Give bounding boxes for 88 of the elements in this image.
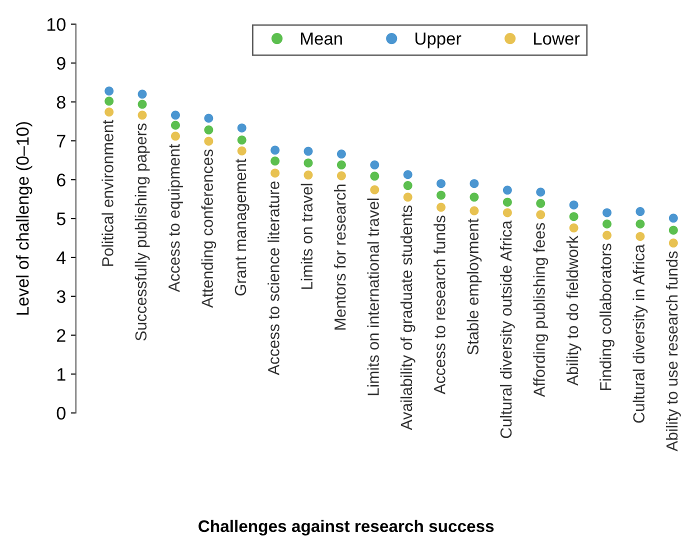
- legend-label: Upper: [416, 32, 462, 48]
- point: [668, 214, 678, 223]
- y-tick-label: 6: [57, 174, 66, 186]
- point: [436, 190, 446, 200]
- y-tick-label: 8: [56, 96, 66, 109]
- point: [470, 192, 479, 202]
- point: [304, 158, 313, 168]
- point: [502, 208, 512, 218]
- point: [602, 208, 612, 218]
- point: [204, 114, 214, 123]
- point: [502, 198, 512, 207]
- x-tick-label: Cultural diversity outside Africa: [500, 220, 515, 438]
- point: [304, 146, 313, 156]
- y-tick-label: 4: [56, 252, 66, 264]
- point: [636, 220, 645, 228]
- point: [436, 179, 446, 188]
- point: [470, 206, 479, 216]
- point: [536, 188, 546, 197]
- x-tick-label: Attending conferences: [201, 150, 216, 308]
- point: [270, 146, 280, 155]
- y-tick-label: 9: [56, 56, 66, 70]
- point: [138, 110, 147, 120]
- y-tick-label: 3: [56, 290, 66, 304]
- x-tick-label: Grant management: [234, 158, 250, 296]
- point: [602, 230, 612, 240]
- point: [104, 108, 114, 117]
- point: [403, 192, 412, 202]
- x-tick-label: Affording publishing fees: [533, 223, 548, 398]
- y-tick-label: 7: [57, 134, 66, 148]
- point: [502, 186, 512, 195]
- point: [668, 238, 678, 248]
- point: [237, 136, 246, 145]
- y-tick-label: 1: [58, 368, 66, 381]
- point: [636, 207, 645, 216]
- point: [569, 223, 578, 232]
- y-tick-label: 10: [47, 18, 66, 31]
- point: [403, 181, 412, 190]
- point: [536, 198, 546, 208]
- point: [336, 171, 346, 180]
- point: [536, 210, 546, 220]
- point: [270, 156, 280, 166]
- point: [370, 172, 380, 181]
- legend-label: Mean: [301, 32, 342, 45]
- point: [104, 96, 114, 106]
- x-tick-label: Finding collaborators: [600, 244, 614, 390]
- point: [170, 120, 180, 130]
- x-tick-label: Political environment: [102, 120, 114, 266]
- x-tick-label: Cultural diversity in Africa: [632, 244, 648, 423]
- y-tick-label: 0: [56, 406, 66, 420]
- point: [270, 168, 280, 178]
- point: [304, 170, 313, 180]
- point: [470, 179, 479, 188]
- point: [569, 212, 578, 222]
- point: [370, 160, 380, 170]
- point: [138, 100, 147, 109]
- point: [336, 150, 346, 159]
- point: [668, 226, 678, 235]
- point: [370, 185, 380, 194]
- point: [403, 170, 412, 180]
- y-axis-title: Level of challenge (0–10): [16, 122, 32, 315]
- point: [170, 110, 180, 120]
- x-tick-label: Mentors for research: [334, 184, 346, 330]
- point: [204, 125, 214, 134]
- y-tick-label: 2: [57, 329, 66, 342]
- point: [170, 132, 180, 141]
- x-tick-label: Limits on travel: [300, 184, 313, 289]
- point: [602, 220, 612, 228]
- point: [237, 146, 246, 156]
- x-tick-label: Stable employment: [466, 218, 482, 355]
- point: [237, 123, 246, 132]
- point: [569, 200, 578, 210]
- x-tick-label: Access to equipment: [168, 144, 183, 292]
- x-axis-title: Challenges against research success: [198, 520, 494, 536]
- point: [436, 202, 446, 212]
- point: [336, 160, 346, 170]
- x-tick-label: Access to science literature: [268, 182, 280, 376]
- x-tick-label: Ability to do fieldwork: [566, 236, 582, 386]
- x-tick-label: Limits on international travel: [367, 198, 379, 396]
- point: [204, 136, 214, 146]
- x-tick-label: Ability to use research funds: [666, 251, 681, 452]
- legend-label: Lower: [534, 32, 580, 45]
- x-tick-label: Availability of graduate students: [400, 206, 416, 430]
- point: [104, 86, 114, 96]
- y-tick-label: 5: [56, 212, 66, 226]
- x-tick-label: Access to research funds: [434, 216, 446, 394]
- point: [138, 90, 147, 99]
- point: [636, 232, 645, 241]
- x-tick-label: Successfully publishing papers: [134, 123, 150, 341]
